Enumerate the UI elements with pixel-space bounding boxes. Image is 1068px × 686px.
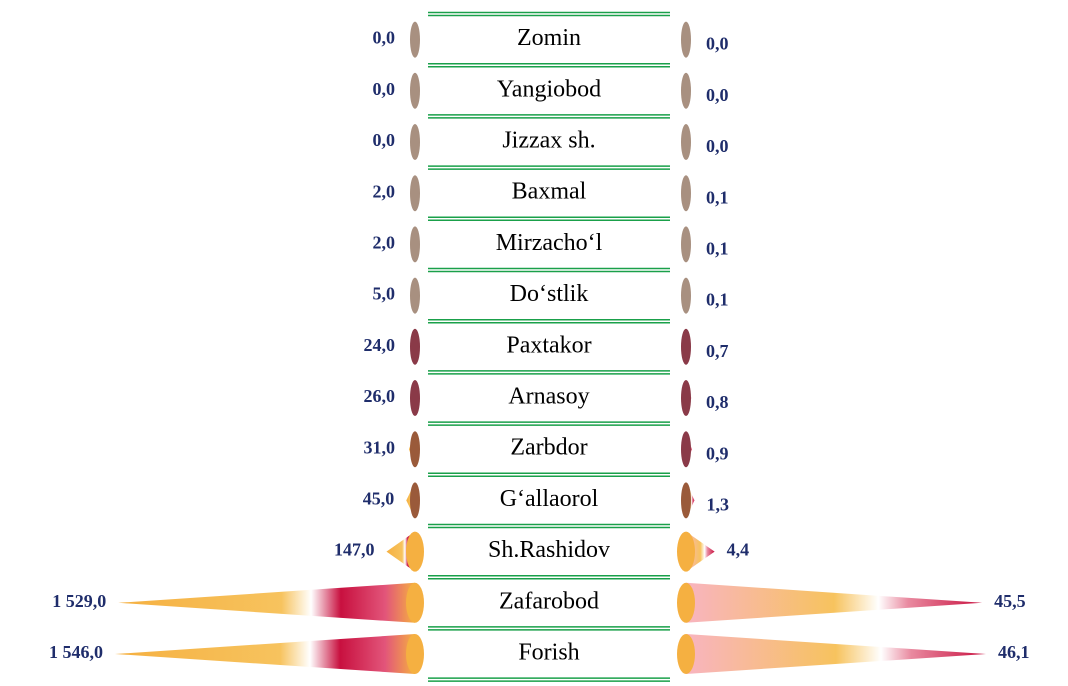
cone-base	[681, 328, 691, 365]
category-label: Yangiobod	[497, 76, 601, 102]
cone	[410, 124, 420, 160]
cone-base	[410, 72, 420, 109]
cone	[681, 380, 692, 416]
cone	[410, 175, 420, 212]
value-label: 1 529,0	[52, 591, 106, 611]
value-label: 0,1	[706, 187, 729, 207]
category-label: Zarbdor	[510, 435, 587, 461]
cone	[410, 226, 420, 263]
category-label: Mirzacho‘l	[496, 230, 603, 256]
value-label: 0,9	[706, 443, 729, 463]
cone-base	[410, 328, 420, 365]
cone-base	[406, 634, 424, 674]
value-label: 2,0	[373, 233, 396, 253]
cone	[115, 634, 424, 674]
value-label: 0,1	[706, 290, 729, 310]
cone-base	[681, 380, 691, 416]
value-label: 0,0	[706, 34, 729, 54]
cone	[681, 21, 691, 58]
category-label: Arnasoy	[508, 384, 589, 410]
value-label: 24,0	[364, 335, 396, 355]
cone	[681, 328, 691, 365]
cone-base	[677, 634, 695, 674]
value-label: 46,1	[998, 642, 1030, 662]
cone-base	[677, 531, 695, 572]
cone	[681, 482, 695, 519]
category-label: Jizzax sh.	[502, 128, 595, 154]
value-label: 0,0	[373, 79, 396, 99]
value-label: 0,0	[706, 136, 729, 156]
cone-base	[410, 226, 420, 263]
cone	[677, 582, 983, 623]
category-label: Forish	[518, 640, 579, 666]
cone	[677, 531, 715, 572]
cone-base	[681, 277, 691, 314]
value-label: 26,0	[364, 386, 396, 406]
value-label: 0,0	[373, 28, 396, 48]
cone-base	[410, 482, 420, 519]
value-label: 2,0	[373, 181, 396, 201]
cone-base	[677, 582, 695, 623]
value-label: 5,0	[373, 284, 396, 304]
cone	[681, 226, 691, 263]
cone	[681, 124, 691, 160]
category-label: Baxmal	[512, 179, 587, 205]
cone	[409, 380, 420, 416]
category-label: Zafarobod	[499, 588, 599, 614]
cone-base	[410, 175, 420, 212]
value-label: 147,0	[334, 540, 375, 560]
category-label: Zomin	[517, 25, 581, 51]
value-label: 0,8	[706, 392, 729, 412]
cone	[386, 531, 424, 572]
cone-base	[681, 431, 691, 468]
cone-base	[410, 21, 420, 58]
cone-base	[410, 277, 420, 314]
cone	[681, 431, 692, 468]
cone	[410, 328, 420, 365]
cone-base	[681, 226, 691, 263]
value-label: 31,0	[364, 437, 396, 457]
cone	[408, 431, 420, 468]
category-label: Sh.Rashidov	[488, 537, 610, 563]
cone-base	[681, 21, 691, 58]
cone-base	[681, 482, 691, 519]
value-label: 0,0	[706, 85, 729, 105]
cone	[677, 634, 986, 674]
value-label: 0,1	[706, 239, 729, 259]
cone-body	[118, 582, 416, 623]
cone	[681, 72, 691, 109]
cone-base	[406, 582, 424, 623]
value-label: 1 546,0	[49, 642, 103, 662]
value-label: 0,7	[706, 341, 729, 361]
value-label: 1,3	[706, 495, 729, 515]
value-label: 45,0	[363, 489, 395, 509]
cone	[410, 72, 420, 109]
category-label: Paxtakor	[506, 332, 591, 358]
category-label: G‘allaorol	[500, 486, 599, 512]
cone-base	[410, 431, 420, 468]
cone-body	[115, 634, 415, 674]
value-label: 45,5	[994, 591, 1026, 611]
cone	[410, 277, 420, 314]
cone-body	[686, 634, 986, 674]
cone	[410, 21, 420, 58]
category-label: Do‘stlik	[510, 281, 589, 307]
cone-base	[410, 124, 420, 160]
cone-base	[681, 124, 691, 160]
cone-body	[686, 582, 983, 623]
cone-base	[681, 175, 691, 212]
cone	[118, 582, 424, 623]
value-label: 0,0	[373, 130, 396, 150]
cone	[681, 175, 691, 212]
cone-base	[681, 72, 691, 109]
cone	[406, 482, 420, 519]
cone-base	[410, 380, 420, 416]
cone	[681, 277, 691, 314]
cone-base	[406, 531, 424, 572]
value-label: 4,4	[727, 540, 750, 560]
